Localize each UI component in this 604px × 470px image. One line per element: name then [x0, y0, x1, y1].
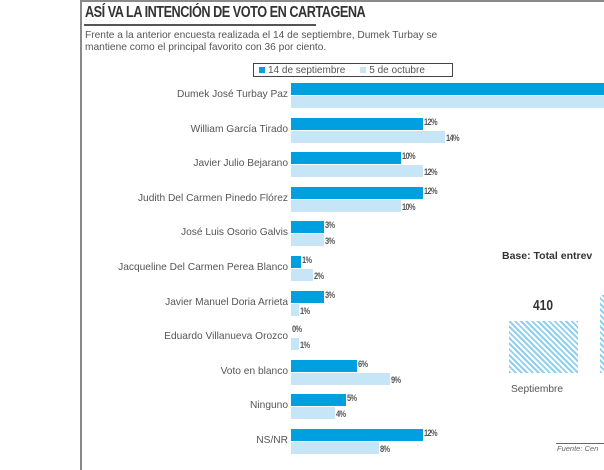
title-underline	[84, 24, 316, 26]
sample-label-september: Septiembre	[511, 384, 564, 395]
legend: 14 de septiembre 5 de octubre	[253, 63, 453, 77]
sample-value-september: 410	[532, 297, 554, 314]
sample-bar-october	[600, 295, 604, 373]
category-label: NS/NR	[256, 435, 288, 446]
value-label-september: 12%	[424, 116, 438, 128]
bar-october	[291, 234, 324, 247]
category-label: Javier Julio Bejarano	[193, 158, 288, 170]
bar-october	[291, 407, 335, 420]
value-label-september: 12%	[424, 428, 438, 439]
value-label-september: 0%	[292, 324, 302, 336]
value-label-september: 1%	[302, 255, 312, 266]
category-label: Jacqueline Del Carmen Perea Blanco	[118, 262, 288, 273]
value-label-september: 12%	[424, 185, 438, 197]
bar-october	[291, 165, 423, 178]
sample-bar-september	[509, 321, 578, 373]
bar-september	[291, 290, 324, 303]
infographic-frame	[80, 0, 604, 470]
category-label: Eduardo Villanueva Orozco	[164, 331, 288, 343]
bar-september	[291, 117, 423, 130]
legend-item-september: 14 de septiembre	[259, 65, 345, 76]
value-label-october: 12%	[424, 167, 438, 179]
category-label: Ninguno	[250, 400, 288, 412]
value-label-october: 4%	[336, 409, 346, 421]
legend-swatch-october	[360, 67, 367, 73]
legend-item-october: 5 de octubre	[360, 65, 425, 76]
category-label: Dumek José Turbay Paz	[177, 89, 288, 100]
value-label-september: 10%	[402, 151, 416, 163]
bar-october	[291, 372, 390, 385]
category-label: Javier Manuel Doria Arrieta	[165, 296, 288, 308]
sample-base-title: Base: Total entrev	[502, 250, 593, 262]
legend-label-september: 14 de septiembre	[268, 64, 346, 76]
category-label: William García Tirado	[190, 123, 288, 135]
value-label-october: 2%	[314, 271, 324, 282]
value-label-october: 14%	[446, 132, 460, 144]
bar-october	[291, 303, 299, 316]
value-label-october: 3%	[325, 236, 335, 248]
category-label: José Luis Osorio Galvis	[180, 227, 288, 239]
value-label-october: 8%	[380, 444, 390, 455]
bar-september	[291, 152, 401, 165]
bar-october	[291, 269, 313, 281]
bar-september	[291, 256, 301, 268]
value-label-september: 6%	[358, 358, 368, 370]
source-divider	[556, 443, 604, 444]
bar-september	[291, 83, 604, 95]
bar-october	[291, 199, 401, 212]
value-label-october: 10%	[402, 201, 416, 213]
chart-title: ASÍ VA LA INTENCIÓN DE VOTO EN CARTAGENA	[85, 4, 366, 21]
chart-subtitle: Frente a la anterior encuesta realizada …	[85, 30, 438, 53]
value-label-september: 3%	[325, 220, 335, 232]
value-label-october: 1%	[300, 340, 310, 352]
legend-label-october: 5 de octubre	[369, 64, 425, 76]
bar-september	[291, 429, 423, 441]
value-label-september: 5%	[347, 393, 357, 405]
legend-swatch-september	[259, 67, 265, 73]
bar-october	[291, 96, 604, 108]
value-label-october: 9%	[391, 374, 401, 386]
bar-september	[291, 186, 423, 199]
value-label-october: 1%	[300, 305, 310, 317]
category-label: Voto en blanco	[220, 365, 288, 377]
bar-october	[291, 338, 299, 351]
bar-october	[291, 130, 445, 143]
bar-september	[291, 359, 357, 372]
source-note: Fuente: Cen	[557, 444, 599, 453]
bar-october	[291, 442, 379, 454]
value-label-september: 3%	[325, 289, 335, 301]
bar-september	[291, 221, 324, 234]
category-label: Judith Del Carmen Pinedo Flórez	[137, 192, 288, 204]
bar-september	[291, 394, 346, 407]
